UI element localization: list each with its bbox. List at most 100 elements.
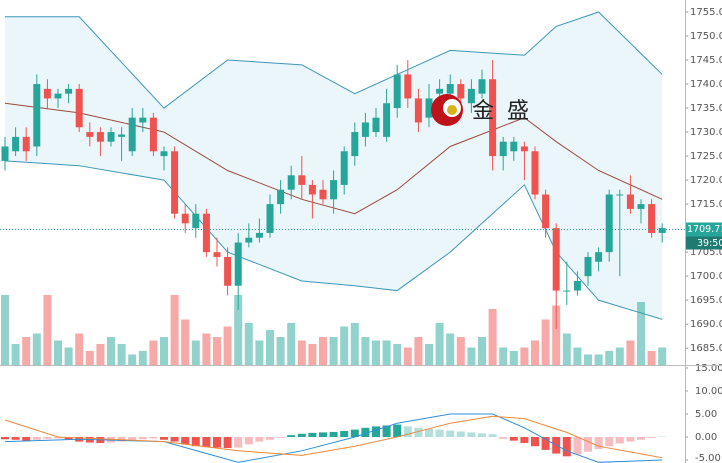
macd-bar — [1, 437, 9, 440]
y-tick-label: 1695.00 — [690, 295, 722, 306]
macd-bar — [478, 433, 486, 438]
volume-bar — [382, 340, 391, 365]
volume-bar — [573, 347, 582, 365]
macd-bar — [382, 425, 391, 438]
candle-body — [224, 256, 232, 286]
macd-bar — [446, 430, 455, 438]
volume-bar — [170, 295, 179, 365]
macd-bar — [213, 437, 221, 448]
last-price-label: 1709.71 — [687, 224, 722, 235]
macd-bar — [340, 431, 349, 438]
y-tick-label: 1700.00 — [690, 271, 722, 282]
macd-bar — [467, 432, 476, 438]
volume-bar — [393, 344, 402, 365]
volume-bar — [615, 347, 624, 365]
countdown-label: 39:50 — [697, 238, 722, 249]
y-tick-label: 1755.00 — [690, 7, 722, 18]
volume-bar — [552, 305, 561, 365]
macd-bar — [329, 431, 338, 438]
macd-bar — [647, 437, 656, 438]
macd-bar — [287, 435, 296, 438]
volume-bar — [11, 344, 20, 365]
macd-bar — [509, 437, 518, 441]
watermark: 金 盛 — [431, 94, 529, 126]
volume-bar — [531, 340, 539, 365]
y-tick-label: 1685.00 — [690, 343, 722, 354]
macd-bar — [276, 437, 285, 438]
volume-bar — [149, 340, 158, 365]
candle-body — [277, 189, 285, 205]
volume-bar — [107, 337, 115, 365]
volume-bar — [234, 295, 243, 365]
volume-bar — [541, 319, 550, 365]
macd-bar — [350, 429, 359, 438]
candle-body — [552, 228, 560, 291]
candle-body — [457, 84, 465, 99]
volume-bar — [1, 295, 9, 365]
candle-body — [573, 280, 581, 291]
volume-bar — [22, 337, 31, 365]
macd-bar — [266, 437, 274, 440]
candle-body — [171, 151, 179, 214]
candle-body — [361, 122, 369, 137]
candle-body — [160, 151, 168, 157]
volume-bar — [626, 340, 635, 365]
macd-bar — [520, 437, 529, 443]
logo-dot — [447, 105, 457, 115]
volume-bar — [128, 354, 137, 365]
candle-body — [340, 151, 348, 185]
volume-bar — [85, 351, 94, 365]
macd-bar — [181, 437, 190, 445]
macd-bar — [297, 433, 306, 438]
macd-bar — [54, 437, 62, 439]
candle-body — [245, 237, 253, 243]
volume-bar — [509, 351, 518, 365]
candle-body — [520, 146, 528, 152]
macd-bar — [372, 426, 380, 438]
macd-bar — [308, 432, 317, 438]
volume-bar — [202, 333, 211, 365]
candle-body — [404, 74, 412, 99]
volume-bar — [456, 337, 465, 365]
candle-body — [298, 175, 306, 185]
candle-body — [43, 88, 51, 99]
candle-body — [139, 117, 147, 123]
macd-bar — [414, 427, 423, 438]
y-tick-label: 1750.00 — [690, 31, 722, 42]
y-tick-label: 1745.00 — [690, 55, 722, 66]
candle-body — [202, 213, 210, 253]
candle-body — [436, 88, 444, 94]
y-tick-label: -5.00 — [695, 453, 721, 463]
candle-body — [648, 204, 656, 233]
macd-bar — [128, 437, 137, 441]
macd-bar — [584, 437, 592, 452]
candle-body — [658, 228, 666, 233]
macd-bar — [223, 437, 232, 449]
volume-bar — [181, 319, 190, 365]
volume-bar — [54, 340, 62, 365]
macd-bar — [403, 426, 412, 438]
macd-bar — [22, 437, 31, 441]
y-tick-label: 15.00 — [695, 363, 722, 374]
volume-bar — [584, 354, 592, 365]
volume-bar — [96, 344, 105, 365]
candle-body — [605, 194, 613, 253]
candle-body — [372, 117, 380, 133]
candle-body — [1, 146, 9, 161]
candle-body — [213, 252, 221, 257]
macd-bar — [149, 437, 158, 439]
macd-bar — [488, 434, 497, 438]
watermark-text: 金 — [472, 99, 494, 124]
candle-body — [255, 232, 263, 238]
candle-body — [499, 141, 507, 157]
y-tick-label: 1715.00 — [690, 199, 722, 210]
candle-body — [383, 103, 391, 137]
candle-body — [510, 141, 518, 152]
macd-bar — [11, 437, 20, 440]
candle-body — [54, 93, 62, 99]
macd-line — [4, 415, 663, 459]
band-fill — [5, 12, 663, 320]
y-tick-label: 1740.00 — [690, 79, 722, 90]
candle-body — [584, 256, 592, 277]
